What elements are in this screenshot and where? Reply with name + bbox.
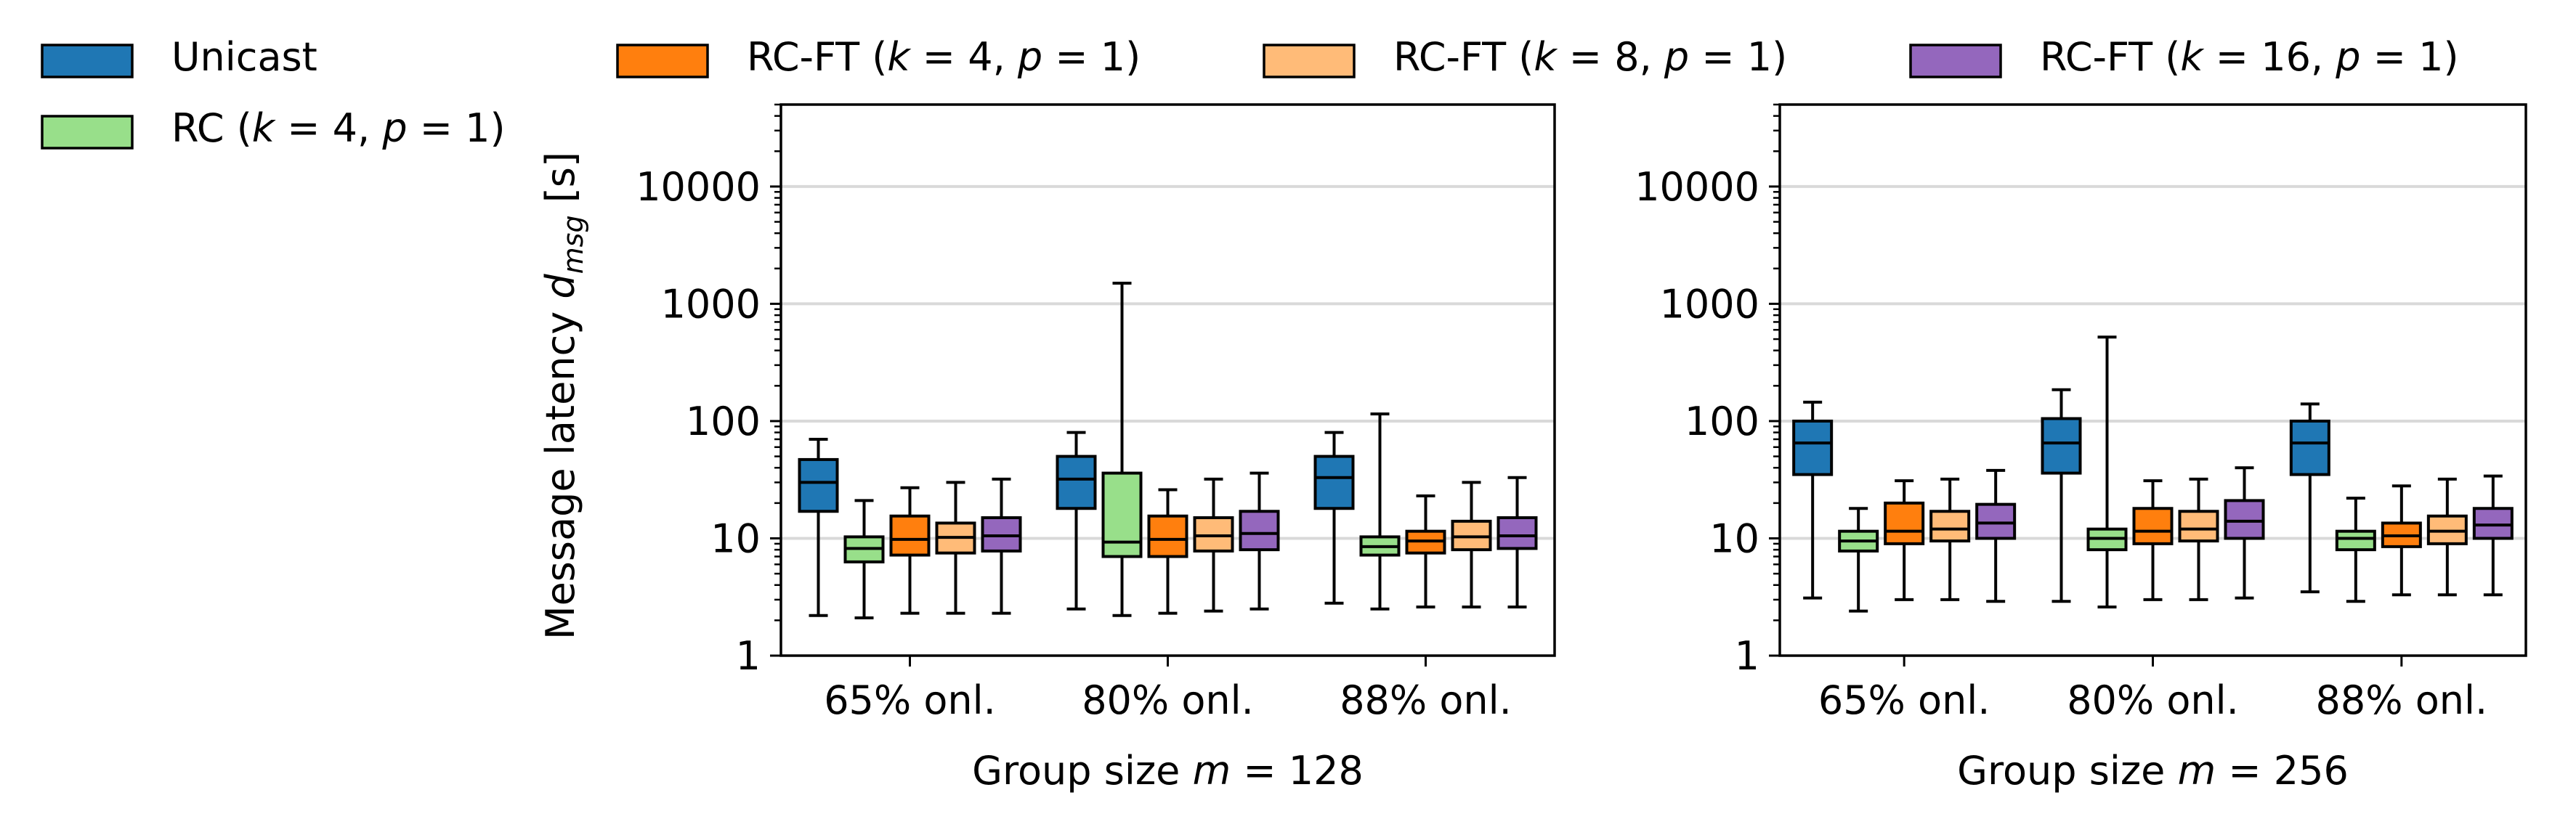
box-body bbox=[889, 514, 931, 557]
panel-group-size-256: 1 10 100 1000 10000 65% onl. 80% onl. 88% onl. G… bbox=[1635, 103, 2527, 794]
box-rcft4 bbox=[2381, 484, 2422, 597]
axes-frame bbox=[779, 103, 1556, 657]
box-rcft16 bbox=[1975, 468, 2017, 603]
y-tick-label: 100 bbox=[1685, 399, 1759, 444]
legend-label-rcft8: RC-FT (k = 8, p = 1) bbox=[1393, 34, 1787, 80]
box-rcft8 bbox=[2426, 477, 2468, 597]
y-tick-label: 1000 bbox=[661, 281, 761, 327]
legend-swatch-rcft4 bbox=[616, 44, 709, 78]
y-tick-label: 1000 bbox=[1660, 281, 1759, 327]
box-rcft16 bbox=[1239, 471, 1280, 611]
category-group-1 bbox=[1056, 281, 1280, 617]
legend-swatch-rc bbox=[41, 115, 134, 150]
y-tick-label: 10 bbox=[1709, 516, 1759, 561]
box-body bbox=[2132, 507, 2174, 545]
box-body bbox=[1929, 510, 1971, 543]
legend-item-rc: RC (k = 4, p = 1) bbox=[41, 105, 506, 151]
box-rcft16 bbox=[2224, 466, 2265, 600]
category-group-1 bbox=[2041, 335, 2265, 608]
legend-label-unicast: Unicast bbox=[171, 34, 317, 80]
y-tick-label: 100 bbox=[686, 399, 761, 444]
category-group-2 bbox=[2289, 402, 2514, 603]
legend-label-rc: RC (k = 4, p = 1) bbox=[171, 105, 506, 151]
box-unicast bbox=[1792, 400, 1834, 600]
y-tick-label: 10 bbox=[710, 516, 761, 561]
x-tick-label: 65% onl. bbox=[1818, 677, 1990, 723]
box-body bbox=[1147, 514, 1188, 558]
y-tick-label: 10000 bbox=[636, 164, 761, 210]
box-rcft8 bbox=[1451, 481, 1492, 608]
legend: Unicast RC (k = 4, p = 1) RC-FT (k = 4, p … bbox=[41, 34, 2459, 151]
box-unicast bbox=[1313, 431, 1355, 605]
x-tick-label: 88% onl. bbox=[2316, 677, 2488, 723]
box-body bbox=[1884, 501, 1925, 545]
box-body bbox=[1193, 516, 1234, 553]
box-body bbox=[2289, 419, 2330, 476]
x-tick-label: 80% onl. bbox=[2067, 677, 2239, 723]
box-rcft4 bbox=[889, 486, 931, 615]
box-rcft4 bbox=[1884, 479, 1925, 601]
legend-swatch-unicast bbox=[41, 44, 134, 78]
box-rcft8 bbox=[935, 481, 976, 615]
axes-frame bbox=[1778, 103, 2527, 657]
legend-label-rcft4: RC-FT (k = 4, p = 1) bbox=[747, 34, 1141, 80]
box-unicast bbox=[1056, 431, 1097, 611]
box-body bbox=[2041, 417, 2082, 475]
box-rc bbox=[2086, 335, 2128, 608]
box-rcft8 bbox=[1193, 477, 1234, 613]
category-group-0 bbox=[798, 437, 1022, 619]
box-body bbox=[798, 457, 839, 513]
box-body bbox=[2178, 510, 2219, 543]
box-rcft8 bbox=[1929, 477, 1971, 601]
box-body bbox=[1975, 502, 2017, 540]
legend-swatch-rcft8 bbox=[1263, 44, 1356, 78]
box-body bbox=[1496, 516, 1538, 550]
legend-item-rcft8: RC-FT (k = 8, p = 1) bbox=[1263, 34, 1787, 80]
box-body bbox=[981, 516, 1022, 553]
box-rc bbox=[1359, 412, 1401, 611]
box-rc bbox=[843, 499, 885, 619]
box-body bbox=[1239, 510, 1280, 552]
y-tick-label: 1 bbox=[1735, 633, 1759, 679]
legend-label-rcft16: RC-FT (k = 16, p = 1) bbox=[2040, 34, 2459, 80]
legend-item-rcft4: RC-FT (k = 4, p = 1) bbox=[616, 34, 1141, 80]
box-rcft16 bbox=[2472, 474, 2514, 597]
box-rc bbox=[2335, 497, 2376, 603]
box-rcft8 bbox=[2178, 477, 2219, 601]
box-rcft16 bbox=[981, 477, 1022, 615]
box-body bbox=[2224, 499, 2265, 540]
box-body bbox=[1792, 419, 1834, 476]
x-tick-label: 80% onl. bbox=[1082, 677, 1254, 723]
legend-item-rcft16: RC-FT (k = 16, p = 1) bbox=[1909, 34, 2459, 80]
x-tick-label: 65% onl. bbox=[824, 677, 996, 723]
y-tick-label: 1 bbox=[736, 633, 761, 679]
category-group-0 bbox=[1792, 400, 2017, 613]
panel-group-size-128: 1 10 100 1000 10000 65% onl. 80% onl. 88% onl. G… bbox=[636, 103, 1556, 794]
legend-item-unicast: Unicast bbox=[41, 34, 317, 80]
box-body bbox=[2472, 507, 2514, 540]
x-axis-label: Group size m = 256 bbox=[1957, 748, 2349, 794]
box-body bbox=[1101, 471, 1143, 558]
box-unicast bbox=[2041, 388, 2082, 603]
box-body bbox=[1313, 455, 1355, 510]
y-axis-label: Message latency dmsg [s] bbox=[538, 152, 589, 640]
box-unicast bbox=[2289, 402, 2330, 594]
box-rc bbox=[1838, 507, 1879, 613]
x-axis-label: Group size m = 128 bbox=[972, 748, 1364, 794]
box-rcft4 bbox=[1147, 488, 1188, 615]
box-rcft4 bbox=[1405, 494, 1446, 608]
box-body bbox=[2335, 529, 2376, 552]
box-rcft4 bbox=[2132, 479, 2174, 601]
box-rcft16 bbox=[1496, 476, 1538, 608]
y-tick-label: 10000 bbox=[1635, 164, 1759, 210]
box-body bbox=[1056, 455, 1097, 510]
category-group-2 bbox=[1313, 412, 1538, 611]
box-rc bbox=[1101, 281, 1143, 617]
box-unicast bbox=[798, 437, 839, 617]
legend-swatch-rcft16 bbox=[1909, 44, 2002, 78]
x-tick-label: 88% onl. bbox=[1340, 677, 1512, 723]
